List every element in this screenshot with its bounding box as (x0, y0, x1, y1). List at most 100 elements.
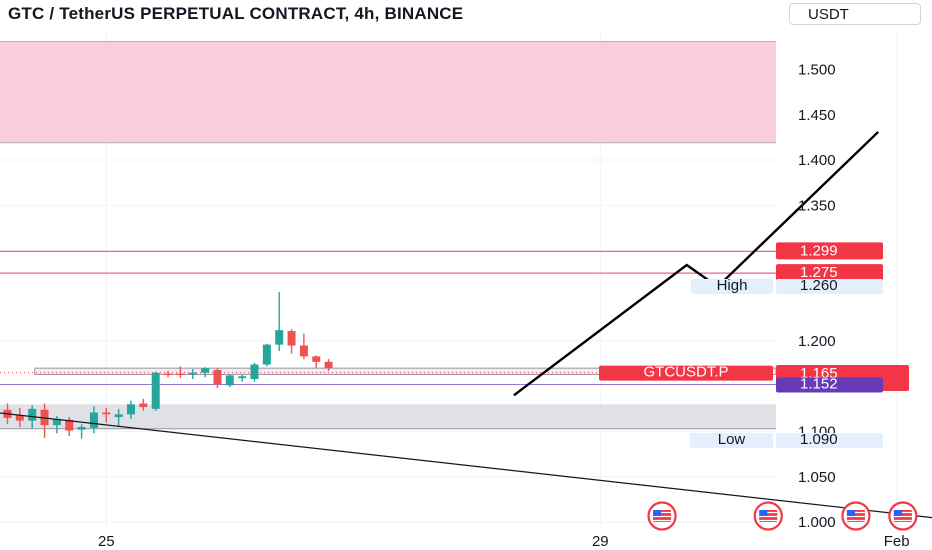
level-price-tag-bg (776, 264, 883, 282)
high-value-tag-bg (776, 279, 883, 294)
zones-layer (0, 40, 777, 430)
price-tick-label: 1.450 (798, 107, 836, 124)
symbol-tag-text: GTCUSDT.P (643, 364, 728, 381)
candle (275, 292, 284, 351)
level-price-tag: 1.275 (776, 264, 883, 282)
high-label-tag: High (691, 277, 773, 294)
candle (238, 374, 247, 382)
candle-body (127, 404, 135, 415)
candle (213, 368, 222, 389)
candle (312, 355, 321, 369)
candle (176, 366, 185, 379)
candle-body (164, 373, 173, 376)
high-value-tag-text: 1.260 (800, 277, 838, 294)
candle-body (65, 419, 74, 431)
high-label-tag-bg (691, 279, 773, 294)
candle-body (262, 344, 271, 365)
currency-button[interactable]: USDT (789, 3, 921, 25)
low-label-tag-text: Low (718, 431, 746, 448)
grid-layer (0, 30, 898, 530)
low-value-tag: 1.090 (776, 431, 883, 448)
candle (89, 406, 98, 434)
candle-body (102, 412, 111, 415)
time-axis: 25 29 Feb (98, 533, 910, 550)
candle (262, 343, 271, 367)
candle-body (225, 375, 234, 386)
candle-body (15, 415, 24, 421)
candle (151, 371, 160, 411)
candle (299, 333, 308, 360)
time-tick-label: 25 (98, 533, 115, 550)
price-tick-label: 1.400 (798, 152, 836, 169)
candle-body (287, 331, 296, 346)
high-label-tag-text: High (717, 277, 748, 294)
projection-path (513, 131, 880, 397)
symbol-tag-bg (599, 365, 773, 381)
high-value-tag: 1.260 (776, 277, 883, 294)
trendline (0, 412, 932, 519)
candle-body (89, 412, 98, 428)
candle (201, 367, 210, 378)
candle (77, 424, 86, 439)
candle-body (151, 372, 160, 409)
candle-body (250, 364, 259, 380)
purple-level-tag-bg (776, 377, 883, 393)
price-tick-label: 1.500 (798, 62, 836, 79)
low-label-tag: Low (690, 431, 773, 448)
symbol-tag: GTCUSDT.P (599, 364, 773, 381)
candle (250, 362, 259, 382)
candle-body (52, 418, 61, 426)
candles-layer (3, 292, 333, 439)
candle-body (238, 376, 247, 379)
purple-level-tag-text: 1.152 (800, 375, 838, 392)
level-price-tag-text: 1.275 (800, 264, 838, 281)
candle (15, 407, 24, 427)
candle (164, 370, 173, 378)
price-tick-label: 1.200 (798, 333, 836, 350)
price-tick-label: 1.000 (798, 514, 836, 531)
candle-body (201, 368, 210, 373)
candle-body (188, 372, 197, 375)
price-tick-label: 1.050 (798, 469, 836, 486)
candle (188, 369, 197, 380)
event-icon-canton (846, 510, 855, 516)
us-flag-event-icon (753, 501, 783, 531)
candle (139, 398, 148, 411)
event-icon-canton (759, 510, 768, 516)
us-flag-event-icon (841, 501, 871, 531)
candle (114, 408, 123, 427)
candle-body (299, 345, 308, 357)
candle-body (28, 408, 37, 421)
us-flag-event-icon (888, 501, 918, 531)
candle-body (114, 414, 123, 418)
chart-title: GTC / TetherUS PERPETUAL CONTRACT, 4h, B… (8, 3, 464, 25)
candle (324, 359, 333, 371)
candle-body (176, 373, 185, 376)
event-icon-canton (653, 510, 662, 516)
low-label-tag-bg (690, 433, 773, 448)
level-price-tag-text: 1.299 (800, 242, 838, 259)
event-icon-canton (893, 510, 902, 516)
level-price-tag-bg (776, 242, 883, 260)
lines-layer (0, 250, 776, 385)
purple-level-tag: 1.152 (776, 375, 883, 393)
candle-body (312, 356, 321, 362)
candle (287, 329, 296, 354)
candle-body (275, 330, 284, 345)
candle-body (139, 403, 148, 408)
candle-body (77, 426, 86, 430)
low-value-tag-bg (776, 433, 883, 448)
candle-body (324, 361, 333, 369)
drawings-layer (0, 131, 932, 519)
time-tick-label: Feb (884, 533, 910, 550)
time-tick-label: 29 (592, 533, 609, 550)
level-price-tag: 1.299 (776, 242, 883, 260)
us-flag-event-icon (647, 501, 677, 531)
price-tick-label: 1.350 (798, 197, 836, 214)
low-value-tag-text: 1.090 (800, 431, 838, 448)
candle (225, 374, 234, 388)
candle (127, 400, 135, 419)
